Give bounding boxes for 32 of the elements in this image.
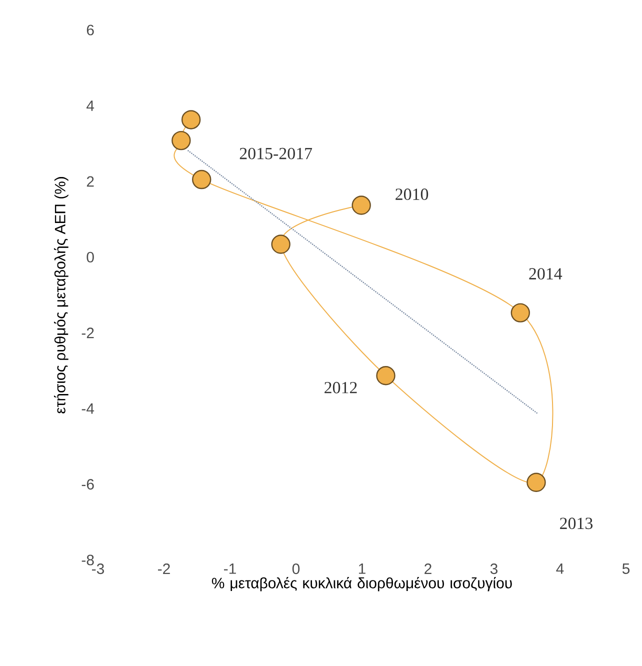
y-tick-label: 4 (86, 100, 94, 111)
x-tick-label: 3 (490, 564, 498, 574)
y-tick-label: -8 (82, 554, 94, 566)
y-tick-label: 0 (86, 252, 94, 262)
x-tick-label: 0 (292, 564, 300, 574)
y-axis-title: ετήσιος ρυθμός μεταβολής ΑΕΠ (%) (54, 177, 68, 414)
point (192, 170, 212, 190)
y-tick-label: 2 (86, 176, 94, 187)
point (271, 234, 290, 254)
y-tick-label: -2 (82, 328, 94, 338)
point (172, 130, 191, 150)
x-tick-label: 4 (556, 564, 564, 574)
x-axis-title: % μεταβολές κυκλικά διορθωμένου ισοζυγίου (212, 576, 512, 592)
annotation: 2014 (529, 268, 562, 280)
x-tick-label: 5 (622, 564, 630, 574)
y-tick-label: 6 (86, 24, 94, 36)
y-tick-label: -6 (82, 478, 94, 490)
point (510, 303, 530, 322)
point (352, 196, 371, 215)
x-tick-label: -3 (92, 564, 104, 574)
x-tick-label: -2 (158, 564, 170, 574)
x-tick-label: -1 (224, 564, 236, 574)
x-tick-label: 1 (358, 564, 366, 574)
point (181, 110, 201, 130)
y-tick-label: -4 (82, 403, 94, 414)
point (526, 472, 546, 492)
annotation: 2010 (396, 188, 428, 200)
annotation: 2012 (324, 382, 357, 394)
x-tick-label: 2 (424, 564, 432, 574)
annotation: 2013 (560, 518, 593, 530)
point (376, 366, 396, 386)
annotation: 2015-2017 (240, 148, 312, 160)
